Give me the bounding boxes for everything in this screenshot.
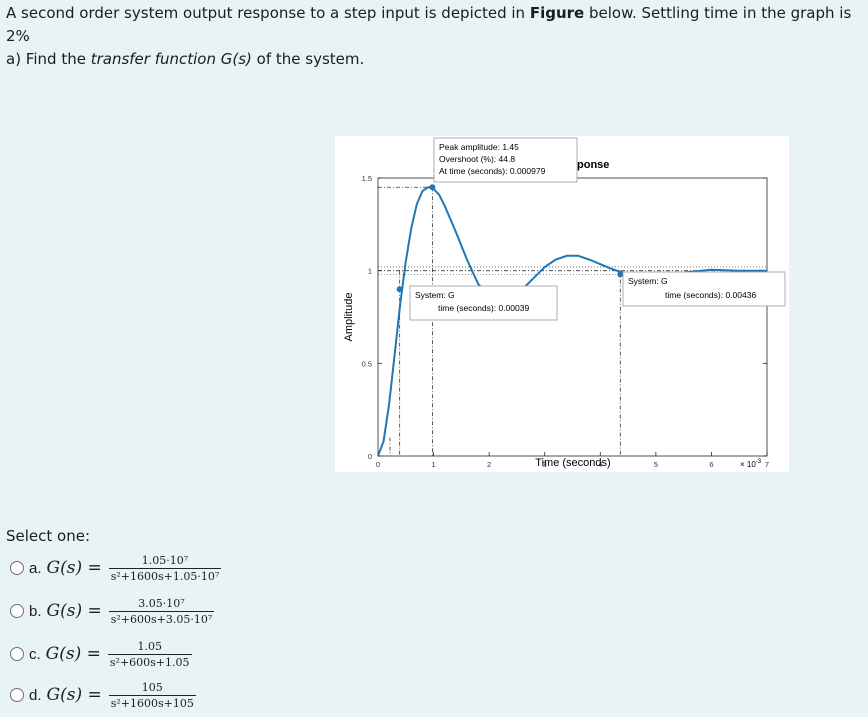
x-tick-label: 3 (543, 460, 547, 469)
question-line-2: a) Find the transfer function G(s) of th… (6, 50, 365, 68)
x-tick-label: 6 (709, 460, 713, 469)
radio-button[interactable] (10, 647, 24, 661)
x-tick-label: 0 (376, 460, 380, 469)
data-markers (396, 184, 624, 293)
svg-text:Peak amplitude: 1.45: Peak amplitude: 1.45 (439, 142, 519, 152)
axis-ticks: 0 1 2 3 4 5 6 7 0 0.5 1 1.5 (362, 174, 770, 469)
svg-text:System: G: System: G (415, 290, 455, 300)
svg-text:time (seconds): 0.00039: time (seconds): 0.00039 (438, 303, 529, 313)
transfer-function-fraction: 105 s²+1600s+105 (108, 680, 196, 710)
peak-marker (429, 184, 436, 191)
plot-title: ponse (577, 159, 609, 171)
peak-tooltip: Peak amplitude: 1.45 Overshoot (%): 44.8… (433, 137, 578, 183)
x-tick-label: 7 (765, 460, 769, 469)
x-tick-label: 2 (487, 460, 491, 469)
select-one-label: Select one: (6, 527, 91, 545)
x-exponent: × 10-3 (740, 459, 762, 469)
y-tick-label: 1.5 (362, 174, 372, 183)
transfer-function-fraction: 1.05·10⁷ s²+1600s+1.05·10⁷ (108, 553, 222, 583)
settling-marker (617, 271, 624, 278)
step-response-figure: 0 1 2 3 4 5 6 7 0 0.5 1 1.5 ponse Amplitude Time (s… (335, 136, 789, 472)
rise-marker (396, 286, 403, 293)
svg-text:System: G: System: G (628, 276, 668, 286)
figure-ref: Figure (529, 4, 585, 22)
settling-time-tooltip: System: G time (seconds): 0.00436 (622, 271, 786, 307)
transfer-function-fraction: 1.05 s²+600s+1.05 (107, 639, 192, 669)
radio-button[interactable] (10, 604, 24, 618)
rise-time-tooltip: System: G time (seconds): 0.00039 (409, 285, 558, 321)
x-tick-label: 4 (598, 460, 602, 469)
x-tick-label: 5 (654, 460, 658, 469)
question-line-1: A second order system output response to… (6, 4, 852, 45)
option-c[interactable]: c. G(s) = 1.05 s²+600s+1.05 (10, 637, 192, 671)
y-tick-label: 1 (368, 267, 372, 276)
radio-button[interactable] (10, 561, 24, 575)
question-text: A second order system output response to… (6, 2, 866, 71)
y-axis-label: Amplitude (343, 293, 355, 342)
option-d[interactable]: d. G(s) = 105 s²+1600s+105 (10, 678, 196, 712)
y-tick-label: 0.5 (362, 359, 372, 368)
svg-text:Overshoot (%): 44.8: Overshoot (%): 44.8 (439, 154, 515, 164)
y-tick-label: 0 (368, 452, 372, 461)
option-a[interactable]: a. G(s) = 1.05·10⁷ s²+1600s+1.05·10⁷ (10, 551, 222, 585)
radio-button[interactable] (10, 688, 24, 702)
svg-text:time (seconds): 0.00436: time (seconds): 0.00436 (665, 290, 756, 300)
x-axis-label: Time (seconds) (535, 457, 610, 469)
step-response-plot: 0 1 2 3 4 5 6 7 0 0.5 1 1.5 ponse Amplitude Time (s… (343, 137, 786, 469)
svg-text:At time (seconds): 0.000979: At time (seconds): 0.000979 (439, 166, 546, 176)
x-tick-label: 1 (431, 460, 435, 469)
option-b[interactable]: b. G(s) = 3.05·10⁷ s²+600s+3.05·10⁷ (10, 594, 215, 628)
transfer-function-fraction: 3.05·10⁷ s²+600s+3.05·10⁷ (108, 596, 215, 626)
